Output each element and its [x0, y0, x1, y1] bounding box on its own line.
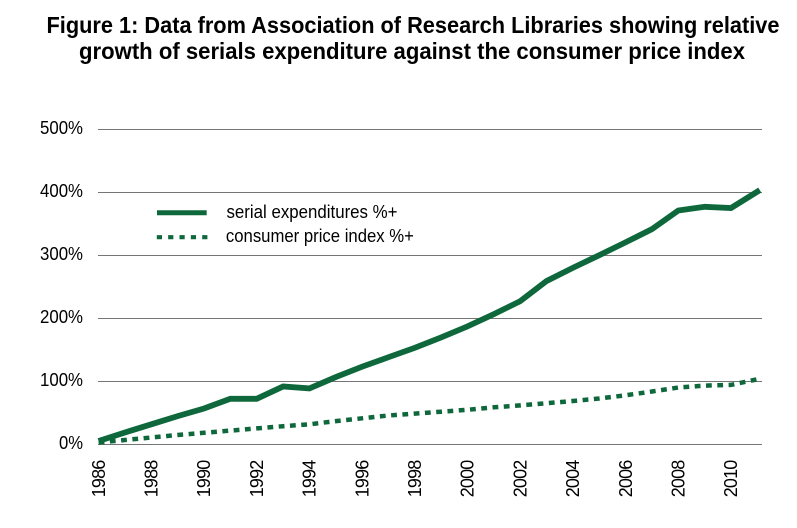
svg-text:300%: 300%: [40, 244, 83, 264]
svg-text:Figure 1: Data from Associatio: Figure 1: Data from Association of Resea…: [47, 12, 780, 38]
svg-text:200%: 200%: [40, 307, 83, 327]
svg-text:2006: 2006: [616, 460, 636, 498]
svg-text:100%: 100%: [40, 370, 83, 390]
svg-text:500%: 500%: [40, 118, 83, 138]
svg-text:1988: 1988: [142, 460, 162, 498]
svg-text:2000: 2000: [458, 460, 478, 498]
svg-text:consumer price index %+: consumer price index %+: [226, 226, 414, 246]
svg-text:1986: 1986: [89, 460, 109, 498]
svg-text:2002: 2002: [510, 460, 530, 498]
svg-text:1998: 1998: [405, 460, 425, 498]
svg-text:1996: 1996: [352, 460, 372, 498]
svg-text:400%: 400%: [40, 181, 83, 201]
svg-text:2008: 2008: [669, 460, 689, 498]
svg-text:0%: 0%: [59, 433, 83, 453]
svg-text:1992: 1992: [247, 460, 267, 498]
svg-text:serial expenditures %+: serial expenditures %+: [227, 202, 398, 222]
svg-text:1994: 1994: [300, 460, 320, 498]
svg-text:growth of serials expenditure: growth of serials expenditure against th…: [79, 38, 745, 64]
svg-text:2004: 2004: [563, 460, 583, 498]
svg-text:1990: 1990: [194, 460, 214, 498]
svg-text:2010: 2010: [721, 460, 741, 498]
